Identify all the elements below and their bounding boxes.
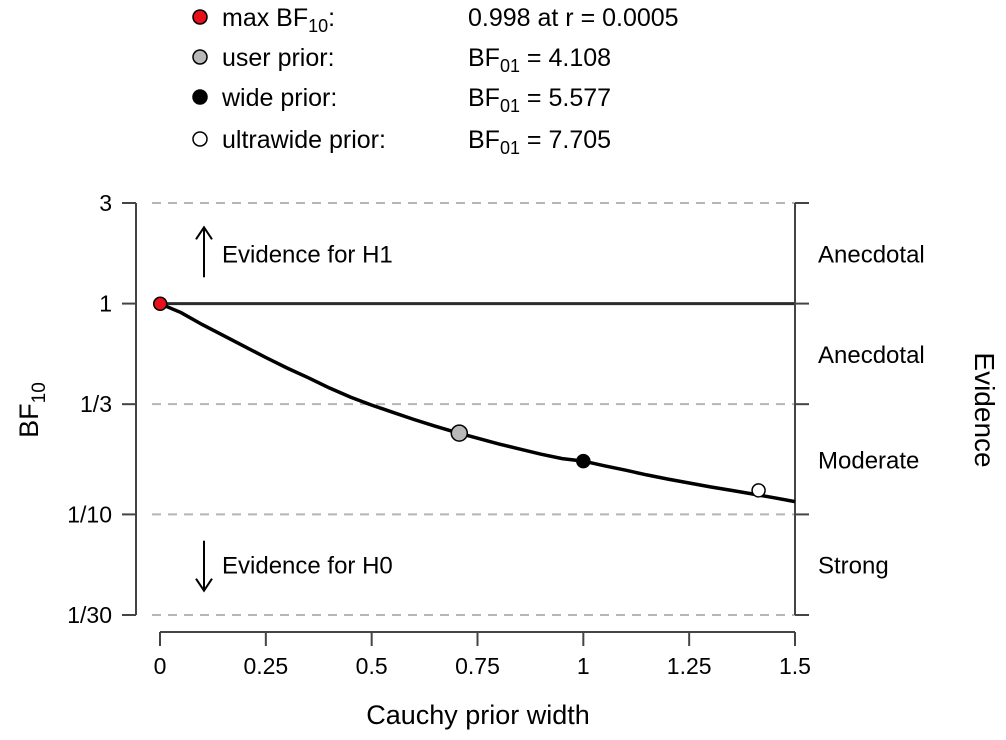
point-max	[152, 296, 168, 312]
point-wide	[576, 453, 591, 469]
y-tick-label-1: 1	[99, 291, 112, 317]
evidence-axis-title: Evidence	[969, 352, 1000, 467]
legend-marker-2	[192, 89, 208, 105]
x-tick-label-3: 0.75	[455, 653, 500, 679]
legend-value-2: BF01 = 5.577	[468, 84, 611, 116]
legend-marker-1	[192, 49, 208, 65]
legend-marker-3	[192, 131, 208, 147]
legend-value-tail-3: = 7.705	[520, 126, 611, 154]
legend-label-tail-0: :	[328, 4, 335, 32]
evidence-label-0: Anecdotal	[818, 241, 925, 268]
x-axis-title: Cauchy prior width	[366, 700, 590, 730]
x-tick-label-1: 0.25	[243, 653, 288, 679]
x-tick-label-6: 1.5	[779, 653, 811, 679]
y-tick-label-4: 1/30	[67, 602, 112, 628]
evidence-label-1: Anecdotal	[818, 342, 925, 369]
evidence-label-3: Strong	[818, 553, 889, 580]
y-tick-label-0: 3	[99, 190, 112, 216]
h0-arrow-head	[195, 578, 213, 593]
legend-value-subscript-1: 01	[500, 56, 520, 76]
x-tick-label-4: 1	[577, 653, 590, 679]
legend-value-1: BF01 = 4.108	[468, 44, 611, 76]
evidence-label-2: Moderate	[818, 447, 919, 474]
legend-label-0: max BF10:	[222, 4, 335, 36]
legend-value-subscript-2: 01	[500, 96, 520, 116]
x-tick-label-0: 0	[154, 653, 167, 679]
legend-value-tail-1: = 4.108	[520, 44, 611, 72]
y-axis-title-subscript: 10	[29, 382, 50, 403]
point-user	[450, 424, 469, 442]
legend-label-3: ultrawide prior:	[222, 126, 386, 154]
x-tick-label-2: 0.5	[356, 653, 388, 679]
h0-annotation: Evidence for H0	[222, 553, 393, 580]
legend-label-2: wide prior:	[221, 84, 337, 112]
legend-label-subscript-0: 10	[308, 16, 328, 36]
y-tick-label-3: 1/10	[67, 501, 112, 527]
legend-value-3: BF01 = 7.705	[468, 126, 611, 158]
h1-annotation: Evidence for H1	[222, 241, 393, 268]
x-tick-label-5: 1.25	[667, 653, 712, 679]
legend-value-tail-2: = 5.577	[520, 84, 611, 112]
y-tick-label-2: 1/3	[80, 391, 112, 417]
legend-value-subscript-3: 01	[500, 138, 520, 158]
h1-arrow-head	[195, 225, 213, 240]
y-axis-title: BF10	[14, 382, 50, 438]
point-ultrawide	[751, 483, 766, 498]
legend-value-0: 0.998 at r = 0.0005	[468, 4, 679, 32]
bf-curve	[159, 302, 796, 504]
legend-marker-0	[192, 9, 208, 25]
legend-label-1: user prior:	[222, 44, 335, 72]
